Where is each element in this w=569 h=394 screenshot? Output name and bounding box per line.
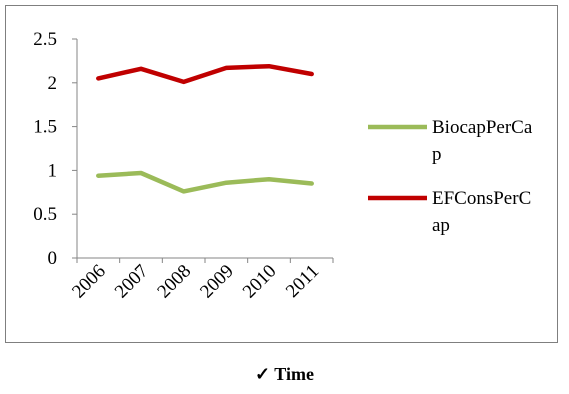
chart-legend: BiocapPerCa p EFConsPerC ap bbox=[368, 117, 533, 236]
chart-frame bbox=[5, 5, 558, 343]
figure-caption: ✓ Time bbox=[0, 364, 569, 385]
x-tick-label: 2010 bbox=[239, 261, 281, 303]
legend-label: p bbox=[432, 144, 442, 165]
y-tick-label: 1.5 bbox=[33, 117, 57, 138]
series-line-BiocapPerCap bbox=[96, 170, 314, 194]
x-tick-label: 2007 bbox=[111, 261, 153, 303]
x-tick-label: 2009 bbox=[196, 261, 238, 303]
y-tick-label: 0.5 bbox=[33, 204, 57, 225]
caption-text: Time bbox=[274, 364, 314, 384]
y-tick-label: 2 bbox=[48, 73, 58, 94]
legend-label: ap bbox=[432, 215, 450, 236]
checkmark-icon: ✓ bbox=[255, 364, 271, 384]
x-tick-label: 2011 bbox=[282, 261, 323, 302]
x-tick-label: 2006 bbox=[68, 261, 110, 303]
y-tick-label: 1 bbox=[48, 160, 58, 181]
legend-label: BiocapPerCa bbox=[432, 117, 533, 138]
chart-series bbox=[96, 63, 314, 194]
series-line-EFConsPerCap bbox=[96, 63, 314, 85]
x-tick-label: 2008 bbox=[153, 261, 195, 303]
legend-label: EFConsPerC bbox=[432, 188, 531, 209]
y-tick-label: 0 bbox=[48, 248, 58, 269]
y-tick-label: 2.5 bbox=[33, 29, 57, 50]
